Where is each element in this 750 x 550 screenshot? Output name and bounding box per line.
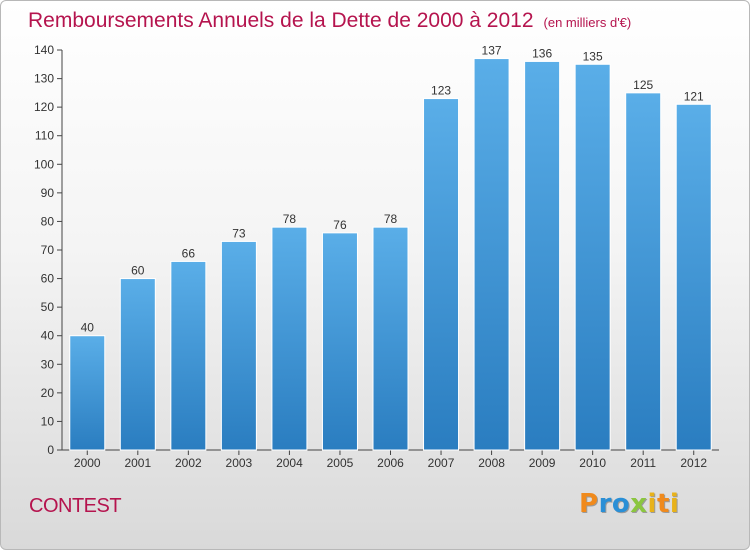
x-tick-label: 2007 (428, 456, 455, 470)
data-label: 121 (684, 89, 704, 103)
y-tick-label: 100 (34, 157, 54, 171)
bar (473, 58, 510, 451)
chart-subtitle: (en milliers d'€) (543, 15, 632, 30)
y-tick-label: 110 (35, 129, 54, 143)
x-tick-label: 2009 (529, 456, 556, 470)
data-label: 125 (633, 78, 653, 92)
x-tick-label: 2004 (276, 456, 303, 470)
data-label: 78 (283, 212, 297, 226)
x-tick-label: 2005 (327, 456, 354, 470)
y-tick-label: 80 (41, 214, 55, 228)
bar (69, 335, 106, 451)
y-tick-label: 70 (41, 243, 55, 257)
chart-title: Remboursements Annuels de la Dette de 20… (28, 9, 631, 33)
data-label: 135 (583, 49, 603, 63)
x-tick-label: 2006 (377, 456, 404, 470)
y-tick-label: 50 (41, 300, 55, 314)
data-label: 136 (532, 46, 552, 60)
bar (170, 260, 207, 451)
bar (119, 278, 156, 451)
y-tick-label: 130 (34, 72, 54, 86)
y-tick-label: 140 (34, 43, 54, 57)
commune-name: CONTEST (29, 495, 122, 517)
x-tick-label: 2002 (175, 456, 202, 470)
y-axis: 0 10 20 30 40 50 60 70 80 90 100 110 120 130 140 (34, 43, 63, 457)
data-label: 78 (384, 212, 398, 226)
data-label: 137 (482, 44, 502, 58)
bars: 40 60 66 73 78 76 78 123 137 136 135 125 121 (69, 44, 712, 451)
y-tick-label: 60 (41, 272, 55, 286)
y-tick-label: 90 (41, 186, 55, 200)
y-tick-label: 20 (41, 386, 55, 400)
x-tick-label: 2010 (579, 456, 606, 470)
chart-title-text: Remboursements Annuels de la Dette de 20… (28, 9, 534, 32)
x-tick-label: 2001 (124, 456, 151, 470)
bar (675, 103, 712, 451)
bar (423, 98, 460, 451)
bar (625, 92, 662, 451)
x-tick-label: 2011 (630, 456, 656, 470)
data-label: 66 (182, 246, 196, 260)
y-tick-label: 0 (47, 443, 54, 457)
x-tick-label: 2008 (478, 456, 505, 470)
proxiti-logo: Proxiti (579, 489, 680, 519)
data-label: 73 (232, 226, 246, 240)
y-tick-label: 10 (41, 414, 55, 428)
bar (524, 60, 561, 451)
bar (372, 226, 409, 451)
bar (220, 240, 257, 451)
x-tick-label: 2000 (74, 456, 101, 470)
x-tick-label: 2012 (680, 456, 707, 470)
data-label: 40 (81, 321, 95, 335)
x-axis: 2000 2001 2002 2003 2004 2005 2006 2007 2008 2009… (62, 449, 719, 470)
y-tick-label: 40 (41, 329, 55, 343)
bar (271, 226, 308, 451)
data-label: 123 (431, 84, 451, 98)
bar (574, 63, 611, 451)
data-label: 60 (131, 264, 145, 278)
y-tick-label: 30 (41, 357, 55, 371)
y-tick-label: 120 (34, 100, 54, 114)
bar (321, 232, 358, 451)
data-label: 76 (333, 218, 347, 232)
x-tick-label: 2003 (226, 456, 253, 470)
